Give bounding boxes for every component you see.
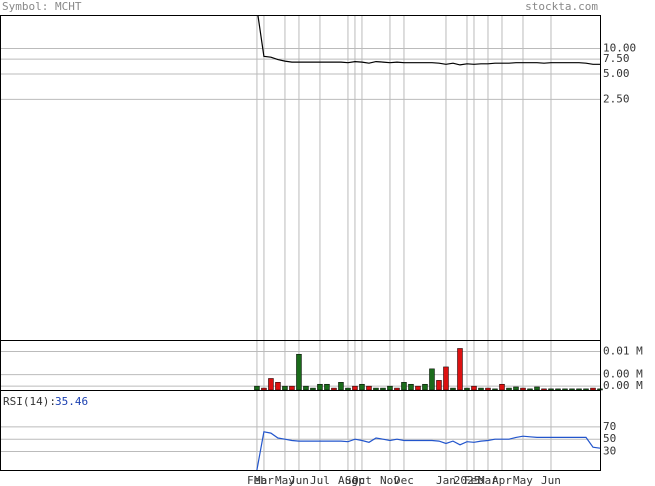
bar [506, 387, 512, 391]
bar [548, 388, 554, 391]
bar [464, 387, 470, 391]
y-tick-label: 5.00 [603, 67, 630, 80]
y-tick-label: 30 [603, 445, 616, 458]
bar [471, 385, 477, 391]
bar [408, 383, 414, 391]
bar [324, 383, 330, 391]
bar [289, 385, 295, 391]
symbol: Symbol: MCHT [2, 0, 82, 13]
x-tick-label: Dec [394, 474, 414, 486]
bar [576, 388, 582, 391]
bar [555, 388, 561, 391]
x-tick-label: Feb [247, 474, 267, 486]
bar [366, 385, 372, 391]
x-tick-label: Apr [492, 474, 512, 486]
bar [373, 387, 379, 391]
bar [478, 387, 484, 391]
rsi-label: RSI(14): [3, 395, 56, 408]
bar [541, 388, 547, 391]
y-tick-label: 0.00 M [603, 379, 643, 392]
line [256, 431, 601, 471]
x-tick-label: Sep [345, 474, 365, 486]
bar [303, 385, 309, 391]
bar [513, 386, 519, 391]
x-tick-label: Feb [464, 474, 484, 486]
bar [296, 353, 302, 391]
bar [443, 366, 449, 391]
x-tick-label: Jul [310, 474, 330, 486]
x-tick-label: Jun [289, 474, 309, 486]
x-tick-label: Nov [380, 474, 400, 486]
y-tick-label: 0.00 M [603, 368, 643, 381]
y-tick-label: 7.50 [603, 52, 630, 65]
bar [415, 385, 421, 391]
bar [457, 348, 463, 391]
y-tick-label: 70 [603, 420, 616, 433]
bar [394, 387, 400, 391]
bar [429, 368, 435, 391]
bar [422, 383, 428, 391]
y-tick-label: 50 [603, 432, 616, 445]
y-tick-label: 2.50 [603, 92, 630, 105]
bar [527, 388, 533, 391]
x-tick-label: Jan [436, 474, 456, 486]
bar [387, 385, 393, 391]
grid [0, 15, 600, 470]
site: stockta.com [525, 0, 598, 13]
x-tick-label: Mar [254, 474, 274, 486]
y-tick-label: 10.00 [603, 42, 636, 55]
bar [345, 387, 351, 391]
bar [562, 388, 568, 391]
bar [492, 388, 498, 391]
bar [520, 387, 526, 391]
bar [401, 382, 407, 391]
rsi-panel [0, 390, 601, 471]
bar [359, 383, 365, 391]
x-tick-label: May [513, 474, 533, 486]
bar [590, 387, 596, 391]
x-tick-label: Mar [478, 474, 498, 486]
bar [436, 380, 442, 391]
x-tick-label: 2025 [454, 474, 481, 486]
bar [254, 385, 260, 391]
x-tick-label: Jun [541, 474, 561, 486]
bar [352, 385, 358, 391]
bar [331, 387, 337, 391]
bar [583, 388, 589, 391]
bar [275, 382, 281, 391]
bar [450, 387, 456, 391]
x-tick-label: May [275, 474, 295, 486]
bar [499, 383, 505, 391]
rsi-value: 35.46 [55, 395, 88, 408]
bar [261, 387, 267, 391]
bar [317, 383, 323, 391]
bar [534, 386, 540, 391]
bar [282, 385, 288, 391]
line [257, 15, 600, 66]
y-tick-label: 0.01 M [603, 345, 643, 358]
bar [485, 387, 491, 391]
bar [380, 387, 386, 391]
bar [310, 387, 316, 391]
x-tick-label: Oct [352, 474, 372, 486]
bar [338, 382, 344, 391]
bar [268, 378, 274, 391]
bar [569, 388, 575, 391]
x-tick-label: Aug [338, 474, 358, 486]
